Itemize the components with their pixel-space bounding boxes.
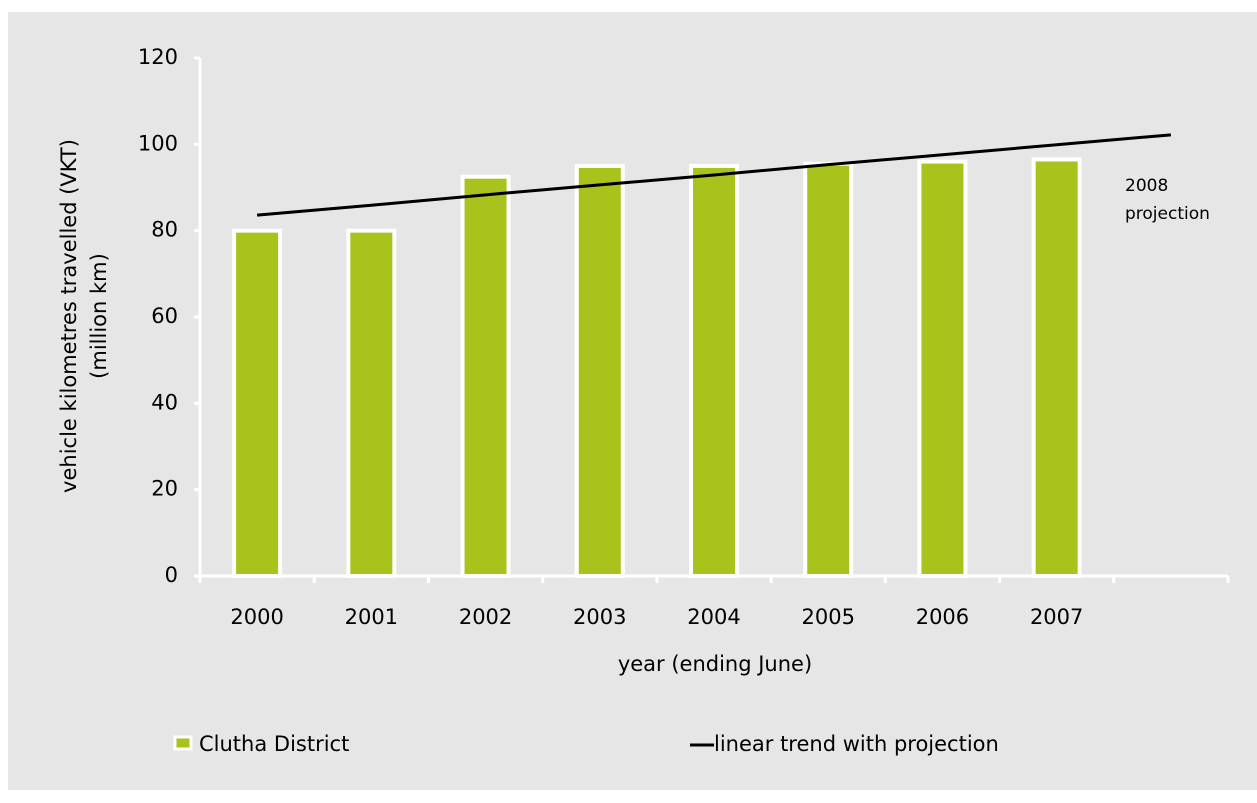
y-tick-label: 100 xyxy=(138,131,178,155)
legend-swatch xyxy=(173,735,193,751)
y-tick-label: 80 xyxy=(151,218,178,242)
x-tick-label: 2005 xyxy=(801,605,854,629)
x-tick-label: 2003 xyxy=(573,605,626,629)
legend-label: Clutha District xyxy=(199,732,349,756)
bar xyxy=(803,161,854,578)
bar xyxy=(1031,157,1082,578)
x-tick-label: 2002 xyxy=(459,605,512,629)
y-tick-label: 20 xyxy=(151,477,178,501)
bar xyxy=(346,228,397,579)
x-tick-label: 2000 xyxy=(230,605,283,629)
bar xyxy=(689,163,739,579)
y-axis-title-line: (million km) xyxy=(87,253,111,379)
x-tick-label: 2007 xyxy=(1030,605,1083,629)
x-tick-label: 2004 xyxy=(687,605,740,629)
y-axis-title-line: vehicle kilometres travelled (VKT) xyxy=(57,139,81,493)
y-axis-title: vehicle kilometres travelled (VKT) (mill… xyxy=(57,139,111,493)
y-tick-label: 0 xyxy=(165,563,178,587)
x-tick-label: 2001 xyxy=(345,605,398,629)
x-tick-label: 2006 xyxy=(916,605,969,629)
y-tick-label: 60 xyxy=(151,304,178,328)
y-tick-label: 120 xyxy=(138,45,178,69)
bar xyxy=(460,174,511,578)
x-axis-title: year (ending June) xyxy=(618,652,812,676)
trend-line xyxy=(256,133,1172,217)
bar xyxy=(232,228,283,579)
bar xyxy=(917,159,968,578)
bar xyxy=(574,163,625,579)
y-tick-label: 40 xyxy=(151,390,178,414)
legend-label: linear trend with projection xyxy=(714,732,999,756)
annotation: 2008 projection xyxy=(1125,176,1210,224)
